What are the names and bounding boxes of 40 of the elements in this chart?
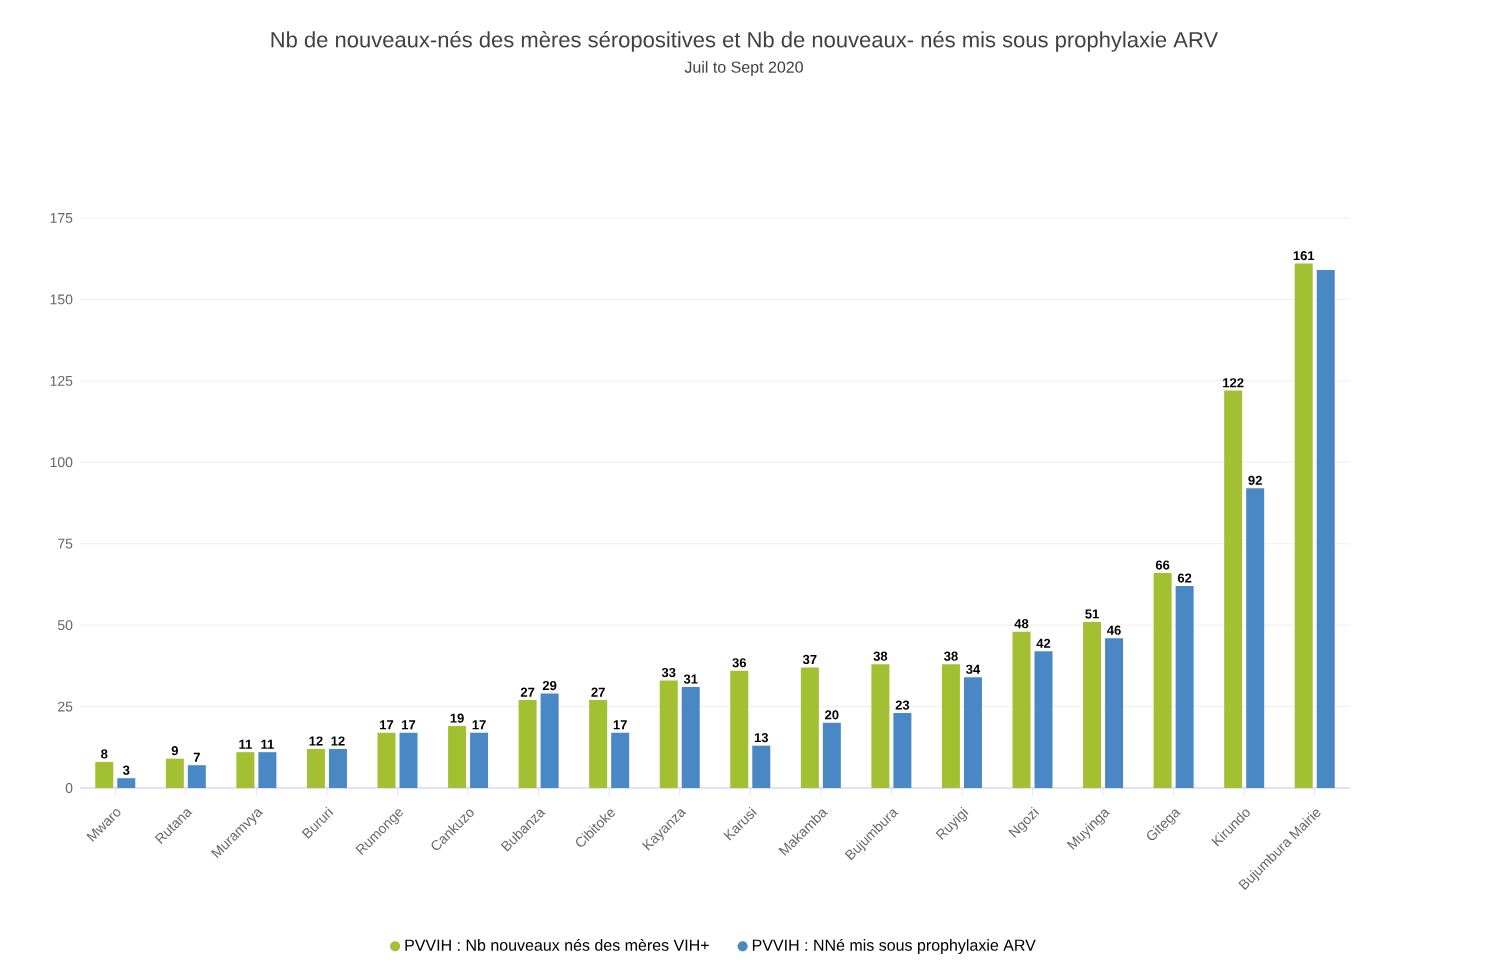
bar bbox=[589, 700, 608, 788]
bar bbox=[611, 732, 630, 788]
bar bbox=[236, 752, 255, 788]
bar bbox=[1153, 573, 1172, 788]
legend-label: PVVIH : NNé mis sous prophylaxie ARV bbox=[752, 938, 1036, 955]
bar bbox=[1105, 638, 1124, 788]
bar bbox=[117, 778, 136, 788]
legend-label: PVVIH : Nb nouveaux nés des mères VIH+ bbox=[405, 938, 709, 951]
bar bbox=[1294, 263, 1313, 788]
bar bbox=[1246, 488, 1265, 788]
bar bbox=[306, 748, 325, 788]
bar bbox=[730, 670, 749, 788]
bar bbox=[377, 732, 396, 788]
bar bbox=[871, 664, 890, 788]
bar bbox=[258, 752, 277, 788]
bar bbox=[328, 748, 347, 788]
bar bbox=[187, 765, 206, 788]
bar bbox=[1316, 270, 1335, 788]
bar bbox=[659, 680, 678, 788]
bar bbox=[165, 758, 184, 788]
bar bbox=[752, 745, 771, 788]
bar bbox=[1083, 621, 1102, 788]
bar bbox=[1224, 390, 1243, 788]
bar bbox=[963, 677, 982, 788]
chart-title: Nb de nouveaux-nés des mères séropositives et Nb de nouveaux- nés mis sous prophylaxie ARV bbox=[271, 31, 1219, 52]
bar bbox=[470, 732, 489, 788]
bar bbox=[822, 722, 841, 788]
bar bbox=[448, 726, 467, 788]
bar bbox=[800, 667, 819, 788]
bar bbox=[540, 693, 559, 788]
bar bbox=[681, 687, 700, 788]
bar bbox=[1175, 586, 1194, 788]
bar bbox=[399, 732, 418, 788]
bar bbox=[893, 713, 912, 788]
chart-subtitle: Juil to Sept 2020 bbox=[684, 61, 803, 76]
bar bbox=[518, 700, 537, 788]
bar bbox=[1012, 631, 1031, 788]
bar bbox=[941, 664, 960, 788]
bar bbox=[95, 761, 114, 788]
bar bbox=[1034, 651, 1053, 788]
